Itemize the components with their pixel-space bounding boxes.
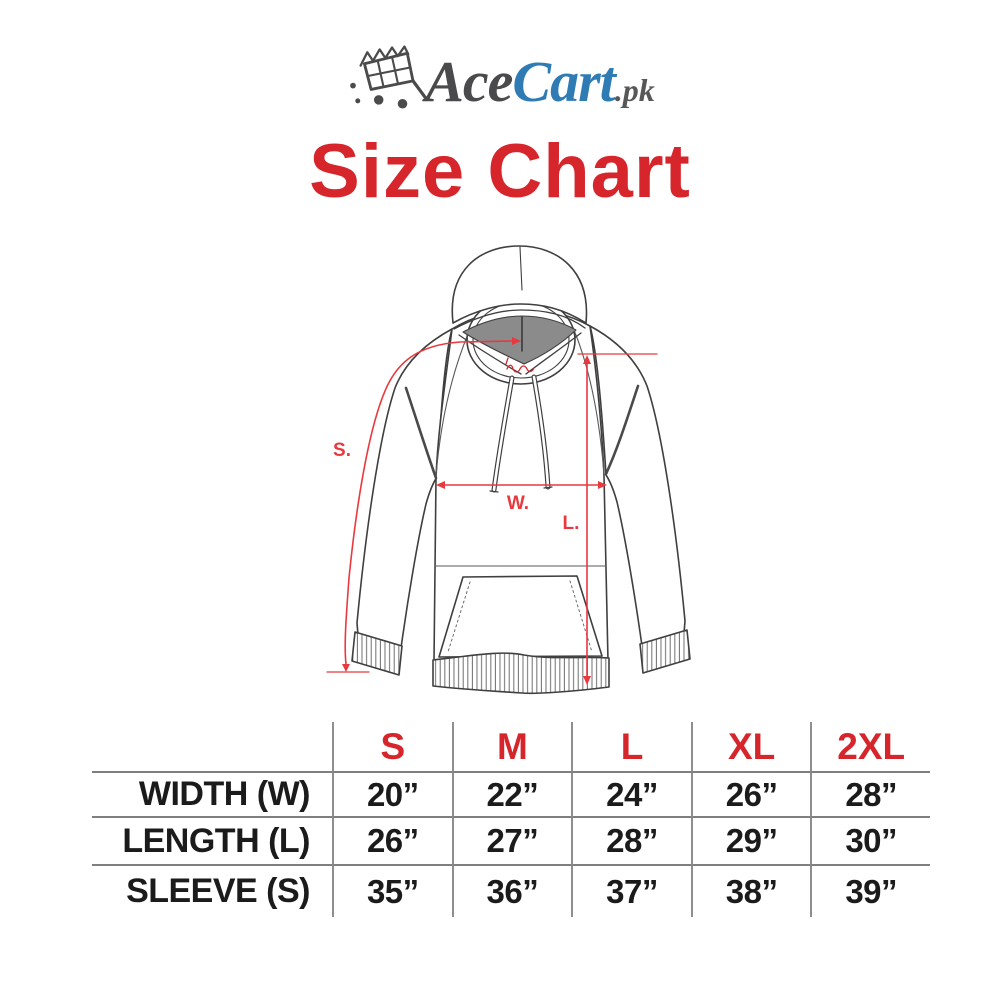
brand-suffix-pk: .pk (614, 71, 655, 108)
column-header-2xl: 2XL (810, 722, 930, 773)
measurement-annotations: S. W. L. (326, 337, 658, 685)
hood (451, 245, 588, 375)
drawstrings (489, 374, 553, 493)
right-sleeve (589, 325, 686, 647)
sleeve-measure-line (326, 337, 521, 673)
column-header-s: S (332, 722, 452, 773)
page-title: Size Chart (309, 129, 691, 214)
length-measure-line (577, 353, 658, 685)
column-header-l: L (571, 722, 691, 773)
size-table: S M L XL 2XL WIDTH (W) 20” 22” 24” 26” 2… (92, 722, 930, 917)
column-header-xl: XL (690, 722, 811, 773)
shoulder-seams (404, 329, 640, 480)
length-label: L. (563, 513, 580, 534)
width-value-2xl: 28” (810, 773, 930, 818)
sleeve-value-2xl: 39” (810, 866, 930, 917)
row-label-sleeve: SLEEVE (S) (126, 872, 310, 910)
left-cuff (351, 631, 403, 676)
length-value-l: 28” (571, 818, 691, 866)
brand-wordmark: AceCart.pk (425, 48, 655, 115)
sleeve-value-m: 36” (451, 866, 572, 917)
length-value-2xl: 30” (810, 818, 930, 866)
table-corner-cell (92, 722, 332, 773)
hoodie-diagram: S. W. L. (326, 245, 691, 695)
hem-band (432, 652, 610, 695)
shopping-cart-icon (350, 45, 429, 109)
length-value-m: 27” (451, 818, 572, 866)
row-label-length: LENGTH (L) (92, 818, 332, 866)
brand-part-ace: Ace (425, 48, 513, 114)
width-value-l: 24” (571, 773, 691, 818)
width-measure-arrow (436, 481, 607, 489)
brand-part-cart: Cart (512, 48, 615, 114)
width-value-xl: 26” (690, 773, 811, 818)
sleeve-value-xl: 38” (690, 866, 811, 917)
sleeve-value-s: 35” (332, 866, 452, 917)
sleeve-label: S. (333, 440, 351, 461)
length-value-xl: 29” (690, 818, 811, 866)
width-label: W. (507, 493, 529, 514)
row-label-width: WIDTH (W) (92, 773, 332, 818)
right-cuff (639, 629, 691, 674)
column-header-m: M (451, 722, 572, 773)
width-value-m: 22” (451, 773, 572, 818)
width-value-s: 20” (332, 773, 452, 818)
hood-lining (462, 315, 577, 365)
logo: AceCart.pk (0, 38, 1000, 124)
kangaroo-pocket (438, 575, 603, 658)
hood-brand-mark (505, 357, 535, 373)
length-value-s: 26” (332, 818, 452, 866)
sleeve-value-l: 37” (571, 866, 691, 917)
